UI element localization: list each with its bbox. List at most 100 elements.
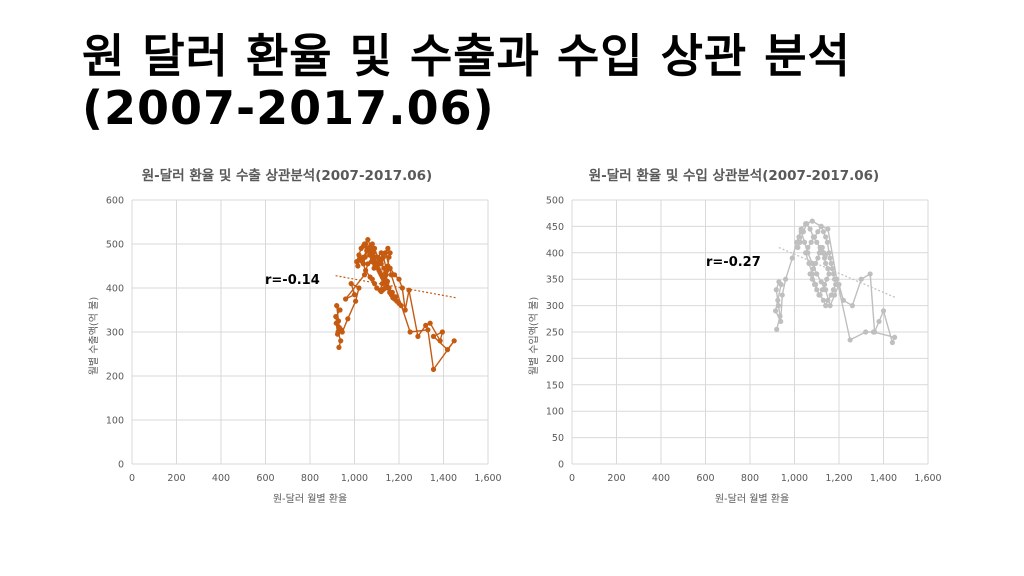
data-point <box>820 229 827 235</box>
data-point <box>425 327 431 333</box>
x-tick-label: 1,000 <box>781 473 808 484</box>
x-tick-label: 1,400 <box>430 473 457 484</box>
x-tick-label: 600 <box>256 473 274 484</box>
data-point <box>827 255 833 261</box>
data-point <box>389 289 395 295</box>
data-point <box>430 366 437 372</box>
data-point <box>815 229 821 235</box>
data-point <box>775 303 782 309</box>
chart-title: 원-달러 환율 및 수출 상관분석(2007-2017.06) <box>142 167 432 184</box>
data-point <box>386 254 392 260</box>
data-point <box>363 267 369 273</box>
data-point <box>427 320 433 326</box>
data-point <box>369 276 375 282</box>
data-point <box>823 260 829 266</box>
data-point <box>439 329 445 335</box>
data-point <box>444 347 451 353</box>
data-point <box>423 322 429 328</box>
data-point <box>809 218 815 224</box>
y-tick-label: 0 <box>558 460 564 471</box>
data-point <box>777 313 783 319</box>
data-point <box>407 329 413 335</box>
x-tick-label: 1,200 <box>385 473 412 484</box>
data-point <box>387 250 393 256</box>
x-tick-label: 1,000 <box>341 473 368 484</box>
data-point <box>381 265 387 271</box>
data-point <box>807 271 813 277</box>
slide-title: 원 달러 환율 및 수출과 수입 상관 분석 (2007-2017.06) <box>82 30 851 134</box>
data-point <box>371 245 378 251</box>
grid <box>131 199 489 465</box>
data-point <box>811 234 818 240</box>
slide-title-line1: 원 달러 환율 및 수출과 수입 상관 분석 <box>82 29 851 83</box>
data-point <box>783 276 789 282</box>
data-point <box>889 339 895 346</box>
ticks: 0 100 200 300 400 500 600 0 200 400 600 800 1,000 1,2… <box>106 196 502 485</box>
data-point <box>379 274 385 280</box>
data-point <box>430 333 437 339</box>
x-tick-label: 400 <box>652 473 670 484</box>
data-point <box>338 338 344 344</box>
y-tick-label: 50 <box>552 433 564 444</box>
x-tick-label: 1,600 <box>474 473 501 484</box>
data-point <box>365 261 371 267</box>
data-point <box>789 255 795 261</box>
data-point <box>371 281 378 287</box>
data-point <box>399 285 405 291</box>
data-point <box>359 259 365 265</box>
data-point <box>847 337 853 343</box>
data-point <box>354 259 360 265</box>
slide-title-line2: (2007-2017.06) <box>82 81 495 135</box>
data-point <box>821 281 828 288</box>
data-point <box>377 270 383 276</box>
data-point <box>830 287 837 293</box>
grid <box>571 199 929 465</box>
data-point <box>360 243 366 249</box>
data-point <box>826 271 832 277</box>
data-point <box>817 292 823 298</box>
data-point <box>361 272 368 278</box>
data-point <box>348 281 354 287</box>
data-point <box>814 271 820 277</box>
data-point <box>824 239 831 245</box>
x-tick-label: 200 <box>167 473 185 484</box>
x-tick-label: 0 <box>569 473 575 484</box>
data-point <box>801 239 808 245</box>
x-tick-label: 800 <box>301 473 319 484</box>
data-point <box>334 331 341 337</box>
x-tick-label: 0 <box>129 473 135 484</box>
x-tick-label: 1,200 <box>825 473 852 484</box>
data-point <box>803 250 809 256</box>
data-point <box>823 234 829 240</box>
data-point <box>368 252 374 258</box>
data-point <box>343 296 349 302</box>
data-point <box>370 256 377 262</box>
data-point <box>830 271 837 277</box>
data-point <box>808 239 814 245</box>
data-point <box>355 263 361 269</box>
y-axis-label: 월별 수출액(억 불) <box>88 297 100 376</box>
data-point <box>807 226 813 232</box>
data-point <box>415 333 421 339</box>
data-point <box>362 254 368 260</box>
data-point <box>863 329 869 335</box>
data-point <box>381 278 388 284</box>
data-point <box>829 266 835 272</box>
y-tick-label: 300 <box>106 328 124 339</box>
data-point <box>380 254 386 260</box>
trendline <box>335 275 456 299</box>
data-point <box>353 298 359 304</box>
data-point <box>382 250 388 256</box>
data-point <box>365 237 371 243</box>
data-point <box>804 221 810 227</box>
data-point <box>819 287 825 293</box>
data-point <box>815 255 821 261</box>
data-point <box>437 338 443 344</box>
data-point <box>828 260 834 266</box>
data-point <box>796 234 802 240</box>
data-point <box>373 261 379 267</box>
data-point <box>818 223 824 229</box>
data-point <box>778 318 784 325</box>
data-point <box>827 303 833 309</box>
correlation-annotation: r=-0.27 <box>706 255 761 270</box>
